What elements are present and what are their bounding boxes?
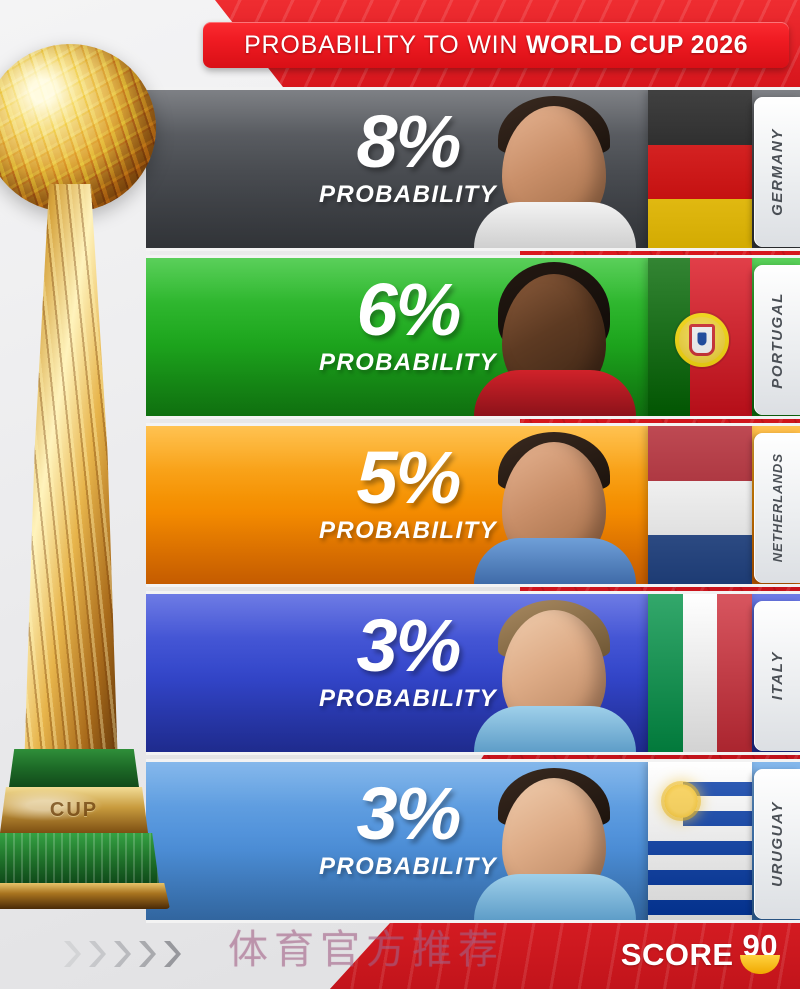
italy-flag	[648, 594, 752, 752]
portugal-crest	[675, 313, 730, 367]
probability-caption: PROBABILITY	[318, 852, 498, 880]
logo-bowl-icon	[740, 955, 781, 974]
country-label: NETHERLANDS	[769, 453, 785, 563]
chevron-right-icon	[64, 941, 81, 967]
trophy-engraving-text: CUP	[49, 798, 99, 821]
uruguay-flag	[648, 762, 752, 920]
table-row[interactable]: 5% PROBABILITY NETHERLANDS	[146, 423, 800, 587]
probability-value: 3%	[356, 772, 462, 855]
probability-caption: PROBABILITY	[318, 180, 498, 208]
row-label-group: 8% PROBABILITY	[258, 100, 558, 209]
player-photo	[460, 762, 650, 920]
netherlands-flag	[648, 426, 752, 584]
country-label: ITALY	[768, 651, 786, 701]
country-label: URUGUAY	[768, 801, 786, 887]
trophy-stem	[24, 184, 118, 764]
title-bold-part: WORLD CUP 2026	[526, 30, 748, 59]
probability-caption: PROBABILITY	[318, 684, 498, 712]
sidebar-item-uruguay[interactable]: URUGUAY	[754, 769, 800, 919]
table-row[interactable]: 3% PROBABILITY ITALY	[146, 591, 800, 755]
trophy-base-engraving: CUP	[0, 787, 148, 833]
row-label-group: 5% PROBABILITY	[258, 436, 558, 545]
row-label-group: 3% PROBABILITY	[258, 604, 558, 713]
chevron-arrows-group	[62, 939, 181, 969]
uruguay-sun-icon	[664, 784, 698, 818]
portugal-flag	[648, 258, 752, 416]
player-photo	[460, 90, 650, 248]
player-photo	[460, 258, 650, 416]
probability-value: 5%	[356, 436, 462, 519]
player-kit	[474, 706, 636, 752]
country-label: GERMANY	[768, 128, 786, 216]
probability-caption: PROBABILITY	[318, 516, 498, 544]
score90-logo[interactable]: SCORE 90	[620, 928, 781, 974]
chevron-right-icon	[89, 941, 106, 967]
probability-rows: 8% PROBABILITY GERMANY	[146, 87, 800, 927]
page-title: PROBABILITY TO WIN WORLD CUP 2026	[244, 31, 748, 60]
trophy-base-band-top	[9, 749, 139, 787]
table-row[interactable]: 3% PROBABILITY URUGUAY	[146, 759, 800, 923]
title-banner: PROBABILITY TO WIN WORLD CUP 2026	[203, 22, 789, 68]
probability-value: 8%	[356, 100, 462, 183]
probability-caption: PROBABILITY	[318, 348, 498, 376]
sidebar-item-portugal[interactable]: PORTUGAL	[754, 265, 800, 415]
footer: 体育官方推荐 SCORE 90	[0, 917, 800, 989]
title-thin-part: PROBABILITY TO WIN	[244, 30, 519, 59]
watermark-text: 体育官方推荐	[228, 928, 504, 972]
sidebar-item-germany[interactable]: GERMANY	[754, 97, 800, 247]
sidebar-item-italy[interactable]: ITALY	[754, 601, 800, 751]
logo-secondary-wrap: 90	[740, 928, 781, 974]
world-cup-trophy-icon: CUP	[0, 34, 180, 934]
player-kit	[474, 370, 636, 416]
germany-flag	[648, 90, 752, 248]
player-photo	[460, 594, 650, 752]
trophy-base: CUP	[0, 749, 172, 917]
chevron-right-icon	[114, 941, 131, 967]
table-row[interactable]: 8% PROBABILITY GERMANY	[146, 87, 800, 251]
chevron-right-icon	[164, 941, 181, 967]
row-label-group: 6% PROBABILITY	[258, 268, 558, 377]
player-kit	[474, 202, 636, 248]
probability-value: 6%	[356, 268, 462, 351]
probability-value: 3%	[356, 604, 462, 687]
player-photo	[460, 426, 650, 584]
trophy-base-band-lower	[0, 833, 159, 883]
trophy-base-plinth	[0, 883, 170, 909]
chevron-right-icon	[139, 941, 156, 967]
player-kit	[474, 538, 636, 584]
player-kit	[474, 874, 636, 920]
country-label: PORTUGAL	[768, 291, 786, 389]
row-label-group: 3% PROBABILITY	[258, 772, 558, 881]
table-row[interactable]: 6% PROBABILITY PORTUGAL	[146, 255, 800, 419]
logo-primary-text: SCORE	[620, 937, 734, 972]
sidebar-item-netherlands[interactable]: NETHERLANDS	[754, 433, 800, 583]
